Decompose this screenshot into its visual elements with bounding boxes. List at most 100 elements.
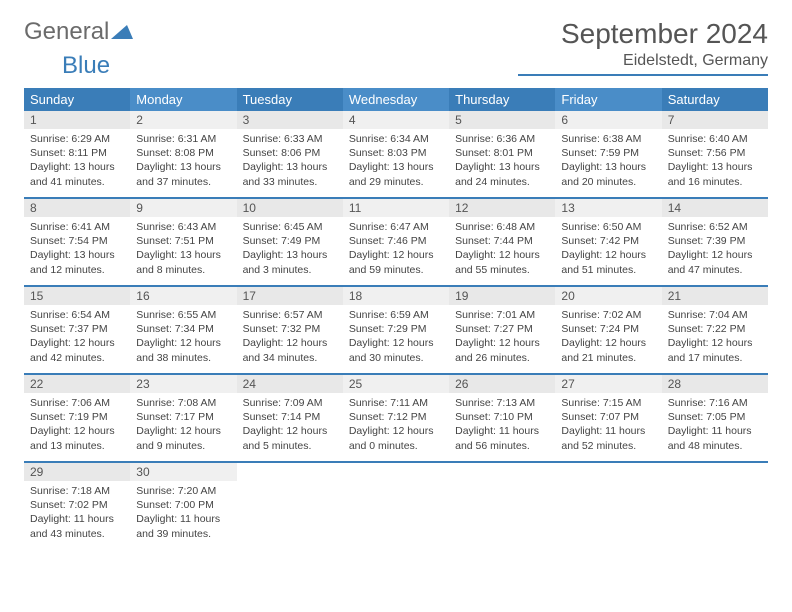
calendar-day-empty: . <box>237 462 343 549</box>
calendar-day: 3Sunrise: 6:33 AMSunset: 8:06 PMDaylight… <box>237 111 343 198</box>
brand-part1: General <box>24 18 109 46</box>
day-body: Sunrise: 7:13 AMSunset: 7:10 PMDaylight:… <box>449 393 555 461</box>
day-body: Sunrise: 6:57 AMSunset: 7:32 PMDaylight:… <box>237 305 343 373</box>
day-number: 24 <box>237 375 343 393</box>
day-body: Sunrise: 7:04 AMSunset: 7:22 PMDaylight:… <box>662 305 768 373</box>
day-body: Sunrise: 6:59 AMSunset: 7:29 PMDaylight:… <box>343 305 449 373</box>
day-body: Sunrise: 6:29 AMSunset: 8:11 PMDaylight:… <box>24 129 130 197</box>
day-number: 21 <box>662 287 768 305</box>
calendar-day: 30Sunrise: 7:20 AMSunset: 7:00 PMDayligh… <box>130 462 236 549</box>
calendar-day: 24Sunrise: 7:09 AMSunset: 7:14 PMDayligh… <box>237 374 343 462</box>
day-number: 26 <box>449 375 555 393</box>
calendar-day: 2Sunrise: 6:31 AMSunset: 8:08 PMDaylight… <box>130 111 236 198</box>
day-number: 8 <box>24 199 130 217</box>
day-number: 9 <box>130 199 236 217</box>
calendar-day-empty: . <box>662 462 768 549</box>
calendar-day: 12Sunrise: 6:48 AMSunset: 7:44 PMDayligh… <box>449 198 555 286</box>
calendar-day: 17Sunrise: 6:57 AMSunset: 7:32 PMDayligh… <box>237 286 343 374</box>
day-number: 15 <box>24 287 130 305</box>
day-number: 2 <box>130 111 236 129</box>
day-body: Sunrise: 6:33 AMSunset: 8:06 PMDaylight:… <box>237 129 343 197</box>
day-body: Sunrise: 6:43 AMSunset: 7:51 PMDaylight:… <box>130 217 236 285</box>
day-number: 29 <box>24 463 130 481</box>
day-number: 6 <box>555 111 661 129</box>
day-body: Sunrise: 7:16 AMSunset: 7:05 PMDaylight:… <box>662 393 768 461</box>
day-number: 16 <box>130 287 236 305</box>
calendar-day: 15Sunrise: 6:54 AMSunset: 7:37 PMDayligh… <box>24 286 130 374</box>
day-header-wednesday: Wednesday <box>343 88 449 111</box>
day-body: Sunrise: 7:02 AMSunset: 7:24 PMDaylight:… <box>555 305 661 373</box>
day-body: Sunrise: 6:52 AMSunset: 7:39 PMDaylight:… <box>662 217 768 285</box>
calendar-day-empty: . <box>449 462 555 549</box>
day-number: 20 <box>555 287 661 305</box>
day-number: 28 <box>662 375 768 393</box>
day-number: 4 <box>343 111 449 129</box>
day-number: 23 <box>130 375 236 393</box>
day-header-sunday: Sunday <box>24 88 130 111</box>
day-body: Sunrise: 6:45 AMSunset: 7:49 PMDaylight:… <box>237 217 343 285</box>
calendar-day: 5Sunrise: 6:36 AMSunset: 8:01 PMDaylight… <box>449 111 555 198</box>
day-body: Sunrise: 7:11 AMSunset: 7:12 PMDaylight:… <box>343 393 449 461</box>
day-body: Sunrise: 6:41 AMSunset: 7:54 PMDaylight:… <box>24 217 130 285</box>
day-number: 5 <box>449 111 555 129</box>
day-number: 11 <box>343 199 449 217</box>
day-header-monday: Monday <box>130 88 236 111</box>
calendar-day: 13Sunrise: 6:50 AMSunset: 7:42 PMDayligh… <box>555 198 661 286</box>
day-body: Sunrise: 7:08 AMSunset: 7:17 PMDaylight:… <box>130 393 236 461</box>
brand-part2: Blue <box>62 52 110 79</box>
day-body: Sunrise: 7:15 AMSunset: 7:07 PMDaylight:… <box>555 393 661 461</box>
calendar-day: 11Sunrise: 6:47 AMSunset: 7:46 PMDayligh… <box>343 198 449 286</box>
day-body: Sunrise: 6:50 AMSunset: 7:42 PMDaylight:… <box>555 217 661 285</box>
calendar-week: 22Sunrise: 7:06 AMSunset: 7:19 PMDayligh… <box>24 374 768 462</box>
day-number: 18 <box>343 287 449 305</box>
calendar-day: 8Sunrise: 6:41 AMSunset: 7:54 PMDaylight… <box>24 198 130 286</box>
brand-part2-wrap: Blue <box>24 52 768 80</box>
day-number: 3 <box>237 111 343 129</box>
day-body: Sunrise: 6:55 AMSunset: 7:34 PMDaylight:… <box>130 305 236 373</box>
day-body: Sunrise: 6:38 AMSunset: 7:59 PMDaylight:… <box>555 129 661 197</box>
day-body: Sunrise: 7:18 AMSunset: 7:02 PMDaylight:… <box>24 481 130 549</box>
calendar-day: 29Sunrise: 7:18 AMSunset: 7:02 PMDayligh… <box>24 462 130 549</box>
calendar-day: 6Sunrise: 6:38 AMSunset: 7:59 PMDaylight… <box>555 111 661 198</box>
day-header-tuesday: Tuesday <box>237 88 343 111</box>
day-number: 10 <box>237 199 343 217</box>
calendar-day: 9Sunrise: 6:43 AMSunset: 7:51 PMDaylight… <box>130 198 236 286</box>
day-number: 14 <box>662 199 768 217</box>
calendar-week: 29Sunrise: 7:18 AMSunset: 7:02 PMDayligh… <box>24 462 768 549</box>
day-number: 19 <box>449 287 555 305</box>
calendar-table: SundayMondayTuesdayWednesdayThursdayFrid… <box>24 88 768 549</box>
day-header-saturday: Saturday <box>662 88 768 111</box>
calendar-day-empty: . <box>343 462 449 549</box>
day-body: Sunrise: 6:54 AMSunset: 7:37 PMDaylight:… <box>24 305 130 373</box>
day-number: 22 <box>24 375 130 393</box>
day-number: 13 <box>555 199 661 217</box>
day-number: 17 <box>237 287 343 305</box>
day-header-thursday: Thursday <box>449 88 555 111</box>
calendar-day: 18Sunrise: 6:59 AMSunset: 7:29 PMDayligh… <box>343 286 449 374</box>
day-body: Sunrise: 6:48 AMSunset: 7:44 PMDaylight:… <box>449 217 555 285</box>
calendar-day: 4Sunrise: 6:34 AMSunset: 8:03 PMDaylight… <box>343 111 449 198</box>
day-body: Sunrise: 6:36 AMSunset: 8:01 PMDaylight:… <box>449 129 555 197</box>
day-body: Sunrise: 7:06 AMSunset: 7:19 PMDaylight:… <box>24 393 130 461</box>
calendar-day: 20Sunrise: 7:02 AMSunset: 7:24 PMDayligh… <box>555 286 661 374</box>
calendar-day: 16Sunrise: 6:55 AMSunset: 7:34 PMDayligh… <box>130 286 236 374</box>
calendar-day: 27Sunrise: 7:15 AMSunset: 7:07 PMDayligh… <box>555 374 661 462</box>
calendar-day: 22Sunrise: 7:06 AMSunset: 7:19 PMDayligh… <box>24 374 130 462</box>
day-number: 27 <box>555 375 661 393</box>
calendar-day: 21Sunrise: 7:04 AMSunset: 7:22 PMDayligh… <box>662 286 768 374</box>
calendar-week: 15Sunrise: 6:54 AMSunset: 7:37 PMDayligh… <box>24 286 768 374</box>
calendar-day: 19Sunrise: 7:01 AMSunset: 7:27 PMDayligh… <box>449 286 555 374</box>
calendar-day: 1Sunrise: 6:29 AMSunset: 8:11 PMDaylight… <box>24 111 130 198</box>
day-number: 30 <box>130 463 236 481</box>
day-body: Sunrise: 6:40 AMSunset: 7:56 PMDaylight:… <box>662 129 768 197</box>
day-body: Sunrise: 6:31 AMSunset: 8:08 PMDaylight:… <box>130 129 236 197</box>
month-title: September 2024 <box>518 18 768 50</box>
calendar-week: 8Sunrise: 6:41 AMSunset: 7:54 PMDaylight… <box>24 198 768 286</box>
day-body: Sunrise: 7:20 AMSunset: 7:00 PMDaylight:… <box>130 481 236 549</box>
logo-triangle-icon <box>111 18 133 46</box>
day-body: Sunrise: 7:09 AMSunset: 7:14 PMDaylight:… <box>237 393 343 461</box>
day-header-row: SundayMondayTuesdayWednesdayThursdayFrid… <box>24 88 768 111</box>
calendar-day: 10Sunrise: 6:45 AMSunset: 7:49 PMDayligh… <box>237 198 343 286</box>
calendar-day: 14Sunrise: 6:52 AMSunset: 7:39 PMDayligh… <box>662 198 768 286</box>
day-header-friday: Friday <box>555 88 661 111</box>
